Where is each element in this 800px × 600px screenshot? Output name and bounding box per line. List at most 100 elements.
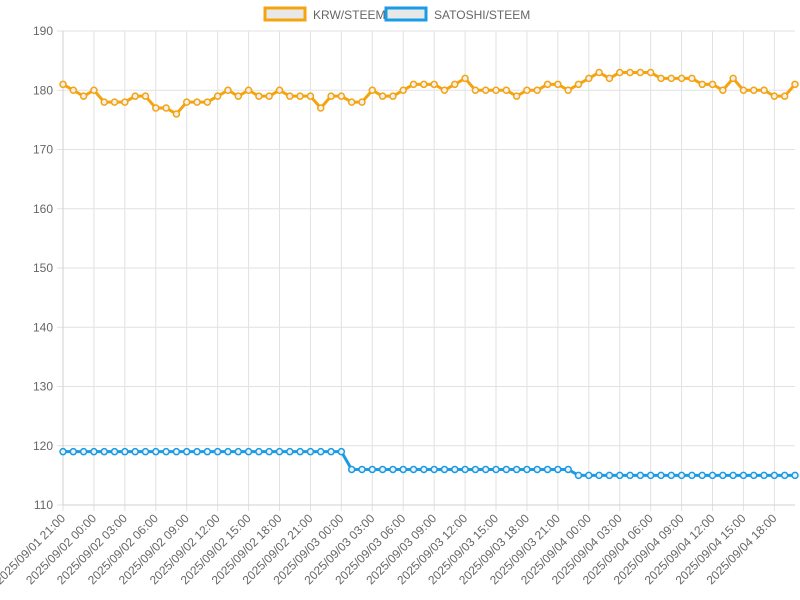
data-point — [193, 98, 201, 106]
data-point — [275, 86, 284, 94]
data-point — [657, 74, 665, 83]
data-point — [657, 471, 665, 480]
data-point — [141, 92, 150, 100]
data-point — [698, 80, 706, 89]
data-point — [533, 86, 542, 94]
data-point — [729, 471, 737, 480]
data-point — [337, 92, 346, 100]
data-point — [316, 447, 325, 456]
data-point — [554, 465, 562, 474]
data-point — [440, 86, 449, 94]
data-point — [306, 92, 315, 100]
data-point — [543, 465, 552, 474]
data-point — [327, 92, 335, 100]
data-point — [79, 447, 88, 456]
legend-item[interactable]: KRW/STEEM — [263, 6, 385, 22]
data-point — [564, 465, 572, 474]
data-point — [234, 92, 243, 100]
data-point — [502, 86, 511, 94]
data-point — [512, 465, 521, 474]
data-point — [409, 465, 418, 474]
data-point — [770, 92, 779, 100]
data-point — [471, 465, 480, 474]
data-point — [719, 471, 727, 480]
data-point — [296, 92, 304, 100]
data-point — [543, 80, 552, 89]
data-point — [69, 86, 78, 94]
data-point — [677, 74, 686, 83]
data-point — [286, 92, 294, 100]
data-point — [523, 86, 531, 94]
data-point — [368, 86, 377, 94]
data-point — [502, 465, 511, 474]
data-point — [719, 86, 727, 94]
legend-swatch — [384, 6, 428, 22]
data-point — [481, 86, 490, 94]
data-point — [389, 465, 397, 474]
data-point — [244, 86, 253, 94]
data-point — [451, 80, 459, 89]
data-point — [780, 92, 789, 100]
y-tick-label: 150 — [33, 261, 53, 275]
data-point — [131, 447, 139, 456]
data-point — [481, 465, 490, 474]
data-point — [688, 471, 696, 480]
data-point — [121, 447, 129, 456]
data-point — [791, 80, 799, 89]
data-point — [605, 74, 614, 83]
data-point — [574, 80, 583, 89]
data-point — [440, 465, 449, 474]
data-point — [224, 447, 232, 456]
y-tick-label: 180 — [33, 83, 53, 97]
data-point — [574, 471, 583, 480]
data-point — [409, 80, 418, 89]
data-point — [677, 471, 686, 480]
data-point — [90, 86, 98, 94]
data-point — [780, 471, 789, 480]
data-point — [378, 465, 387, 474]
legend-label: SATOSHI/STEEM — [434, 8, 530, 22]
data-point — [585, 74, 593, 83]
data-point — [213, 447, 222, 456]
data-point — [347, 98, 356, 106]
data-point — [368, 465, 377, 474]
data-point — [79, 92, 88, 100]
data-point — [750, 471, 758, 480]
data-point — [770, 471, 779, 480]
data-point — [420, 80, 428, 89]
data-point — [430, 465, 438, 474]
series-line — [63, 450, 795, 477]
data-point — [182, 447, 191, 456]
data-point — [59, 447, 67, 456]
data-point — [358, 98, 366, 106]
data-point — [626, 471, 634, 480]
data-point — [347, 465, 356, 474]
data-point — [203, 447, 212, 456]
data-point — [451, 465, 459, 474]
data-point — [59, 80, 67, 89]
data-point — [605, 471, 614, 480]
legend: KRW/STEEM SATOSHI/STEEM — [263, 6, 530, 22]
data-point — [760, 471, 768, 480]
data-point — [182, 98, 191, 106]
data-point — [110, 447, 119, 456]
legend-swatch — [263, 6, 307, 22]
y-tick-label: 190 — [33, 24, 53, 38]
data-point — [708, 80, 717, 89]
data-point — [615, 68, 624, 77]
data-point — [327, 447, 335, 456]
data-point — [667, 74, 676, 83]
data-point — [791, 471, 799, 480]
data-point — [533, 465, 542, 474]
legend-item[interactable]: SATOSHI/STEEM — [384, 6, 530, 22]
y-tick-label: 160 — [33, 202, 53, 216]
data-point — [523, 465, 531, 474]
data-point — [378, 92, 387, 100]
data-point — [358, 465, 366, 474]
data-point — [750, 86, 758, 94]
data-point — [492, 465, 500, 474]
data-point — [162, 104, 170, 112]
y-tick-label: 130 — [33, 380, 53, 394]
data-point — [172, 110, 181, 118]
data-point — [316, 104, 325, 112]
